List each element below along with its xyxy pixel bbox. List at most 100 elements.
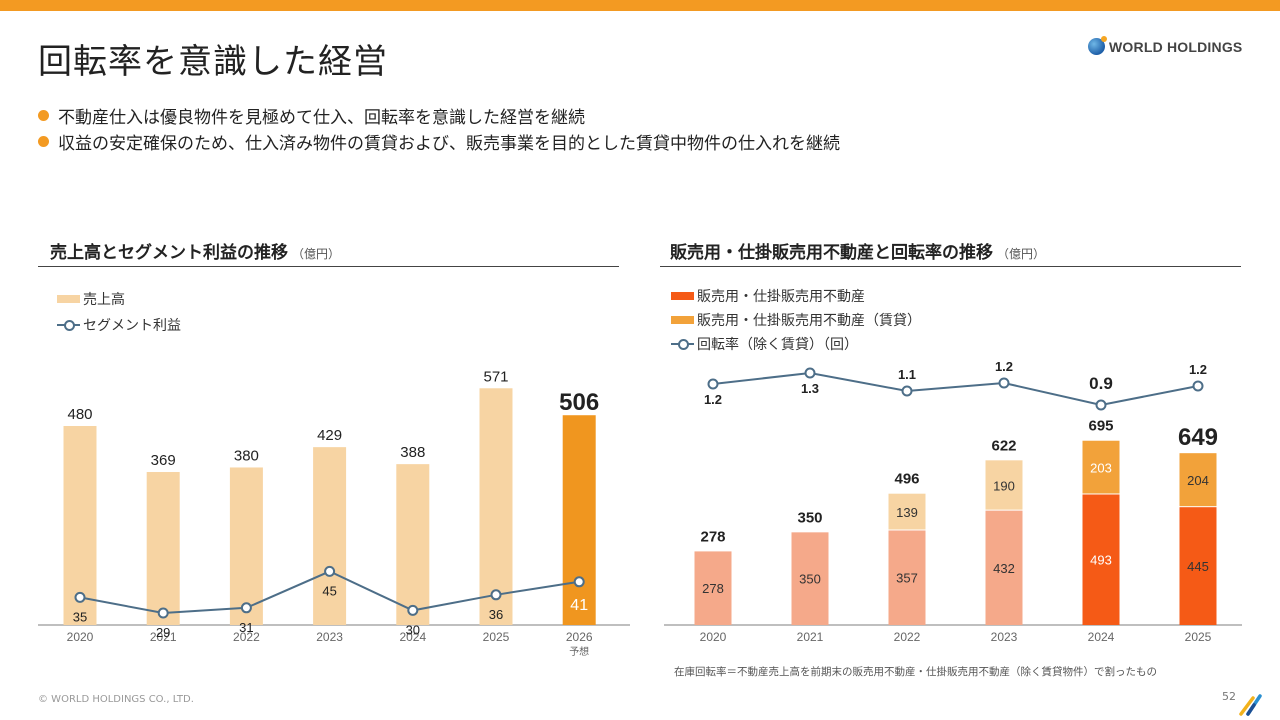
bar-sales bbox=[63, 426, 97, 625]
x-tick-label: 2021 bbox=[150, 630, 177, 644]
bullet-item: 収益の安定確保のため、仕入済み物件の賃貸および、販売事業を目的とした賃貸中物件の… bbox=[38, 128, 840, 154]
segment-profit-point bbox=[407, 604, 419, 616]
turnover-point bbox=[998, 377, 1010, 389]
page-title: 回転率を意識した経営 bbox=[38, 42, 388, 82]
right-chart-unit: （億円） bbox=[997, 247, 1046, 261]
turnover-label: 1.2 bbox=[704, 392, 722, 407]
bar-inventory bbox=[985, 510, 1023, 625]
legend-line-marker-icon bbox=[57, 319, 80, 331]
bar-inventory-rental-label: 139 bbox=[896, 505, 918, 520]
bar-sales bbox=[562, 415, 596, 625]
bullet-item: 不動産仕入は優良物件を見極めて仕入、回転率を意識した経営を継続 bbox=[38, 102, 840, 128]
bar-sales bbox=[146, 472, 180, 625]
bar-inventory bbox=[791, 532, 829, 625]
turnover-point bbox=[1095, 399, 1107, 411]
bullet-dot-icon bbox=[38, 135, 49, 147]
x-tick-label: 2025 bbox=[483, 630, 510, 644]
segment-profit-label: 41 bbox=[570, 597, 588, 614]
copyright: © WORLD HOLDINGS CO., LTD. bbox=[38, 694, 194, 705]
bar-total-label: 622 bbox=[991, 437, 1016, 454]
x-tick-label: 2021 bbox=[797, 630, 824, 644]
left-title-rule bbox=[38, 266, 619, 267]
x-tick-label: 2022 bbox=[894, 630, 921, 644]
bar-inventory bbox=[694, 551, 732, 625]
legend-item-sales: 売上高 bbox=[57, 286, 181, 312]
legend-item-inventory-rental: 販売用・仕掛販売用不動産（賃貸） bbox=[671, 308, 921, 332]
x-tick-label: 2023 bbox=[316, 630, 343, 644]
legend-label: セグメント利益 bbox=[83, 318, 181, 334]
turnover-label: 0.9 bbox=[1089, 374, 1113, 393]
bar-total-label: 350 bbox=[797, 509, 822, 526]
bar-value-label: 429 bbox=[317, 427, 342, 444]
turnover-label: 1.3 bbox=[801, 381, 819, 396]
bar-inventory-rental bbox=[1082, 440, 1120, 494]
x-tick-label: 2025 bbox=[1185, 630, 1212, 644]
turnover-label: 1.2 bbox=[1189, 362, 1207, 377]
legend-item-turnover: 回転率（除く賃貸）（回） bbox=[671, 332, 921, 356]
bar-value-label: 388 bbox=[400, 444, 425, 461]
segment-profit-point bbox=[157, 607, 169, 619]
bar-value-label: 369 bbox=[151, 452, 176, 469]
bar-inventory bbox=[1082, 494, 1120, 625]
bar-inventory-rental-label: 203 bbox=[1090, 461, 1112, 476]
left-chart: 480 2020 369 2021 380 2022 429 2023 388 2024 571 20… bbox=[38, 368, 630, 658]
bar-inventory-label: 432 bbox=[993, 561, 1015, 576]
bar-value-label: 380 bbox=[234, 447, 259, 464]
bar-inventory-label: 278 bbox=[702, 581, 724, 596]
bullet-text: 収益の安定確保のため、仕入済み物件の賃貸および、販売事業を目的とした賃貸中物件の… bbox=[58, 133, 840, 154]
bar-inventory-rental-label: 204 bbox=[1187, 473, 1209, 488]
x-tick-label: 2020 bbox=[67, 630, 94, 644]
bar-inventory-rental bbox=[985, 460, 1023, 510]
bar-inventory bbox=[888, 530, 926, 625]
bar-sales bbox=[479, 388, 513, 625]
bar-inventory-rental-label: 190 bbox=[993, 478, 1015, 493]
right-legend: 販売用・仕掛販売用不動産 販売用・仕掛販売用不動産（賃貸） 回転率（除く賃貸）（… bbox=[671, 284, 921, 356]
x-tick-label: 2024 bbox=[399, 630, 426, 644]
globe-logo-icon bbox=[1088, 36, 1107, 55]
bar-inventory-rental bbox=[1179, 453, 1217, 507]
top-accent-bar bbox=[0, 0, 1280, 11]
turnover-point bbox=[707, 378, 719, 390]
bar-sales bbox=[229, 467, 263, 625]
left-chart-title-text: 売上高とセグメント利益の推移 bbox=[50, 243, 288, 263]
segment-profit-point bbox=[240, 602, 252, 614]
bar-inventory bbox=[1179, 507, 1217, 625]
logo-text: WORLD HOLDINGS bbox=[1109, 38, 1243, 55]
legend-swatch-sales bbox=[57, 295, 80, 303]
x-tick-label: 2022 bbox=[233, 630, 260, 644]
bar-total-label: 278 bbox=[700, 528, 725, 545]
bar-inventory-label: 445 bbox=[1187, 559, 1209, 574]
left-legend: 売上高 セグメント利益 bbox=[57, 286, 181, 338]
bar-sales bbox=[313, 447, 347, 625]
right-chart-title: 販売用・仕掛販売用不動産と回転率の推移 （億円） bbox=[670, 238, 1045, 263]
turnover-point bbox=[1192, 380, 1204, 392]
bar-total-label: 496 bbox=[894, 471, 919, 488]
bar-value-label: 480 bbox=[67, 406, 92, 423]
bar-sales bbox=[396, 464, 430, 625]
x-tick-label: 2026 bbox=[566, 630, 593, 644]
bar-value-label: 571 bbox=[483, 368, 508, 385]
segment-profit-label: 31 bbox=[239, 620, 253, 635]
bar-inventory-rental bbox=[888, 493, 926, 530]
right-chart: 278 278 2020 350 350 2021 357 139 496 2022 432 190 6… bbox=[664, 359, 1242, 644]
x-tick-label: 2023 bbox=[991, 630, 1018, 644]
company-logo: WORLD HOLDINGS bbox=[1088, 36, 1243, 55]
bar-value-label: 506 bbox=[559, 389, 599, 416]
segment-profit-point bbox=[324, 565, 336, 577]
bar-total-label: 695 bbox=[1088, 418, 1113, 435]
right-chart-title-text: 販売用・仕掛販売用不動産と回転率の推移 bbox=[670, 243, 993, 263]
page-number: 52 bbox=[1222, 690, 1236, 703]
legend-line-marker-icon bbox=[671, 338, 694, 350]
bar-inventory-label: 357 bbox=[896, 571, 918, 586]
bullet-text: 不動産仕入は優良物件を見極めて仕入、回転率を意識した経営を継続 bbox=[58, 107, 585, 128]
turnover-label: 1.2 bbox=[995, 359, 1013, 374]
left-chart-title: 売上高とセグメント利益の推移 （億円） bbox=[50, 238, 340, 263]
legend-swatch-inventory bbox=[671, 292, 694, 300]
turnover-point bbox=[804, 367, 816, 379]
segment-profit-label: 35 bbox=[73, 609, 87, 624]
legend-item-segment-profit: セグメント利益 bbox=[57, 312, 181, 338]
segment-profit-label: 30 bbox=[406, 622, 420, 637]
segment-profit-label: 36 bbox=[489, 607, 503, 622]
segment-profit-label: 45 bbox=[322, 583, 336, 598]
segment-profit-label: 29 bbox=[156, 625, 170, 640]
